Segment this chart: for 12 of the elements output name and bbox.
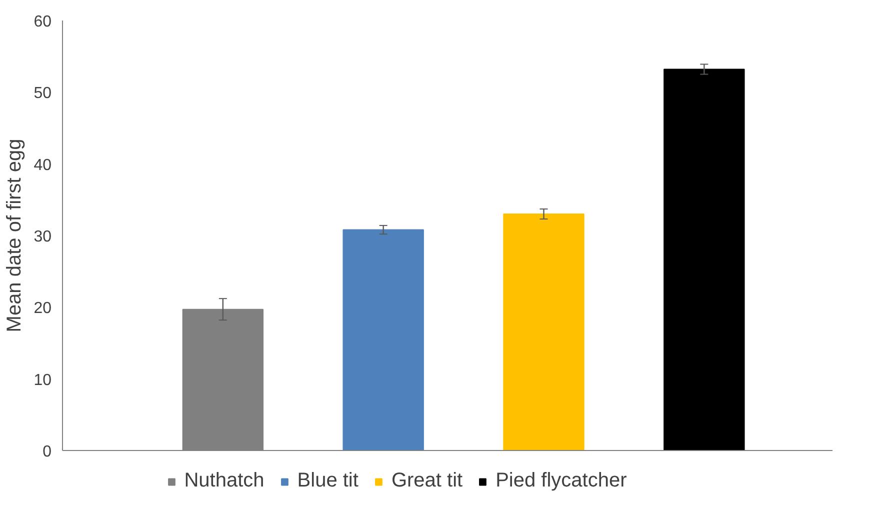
y-tick-label: 0 <box>42 444 52 460</box>
y-tick-label: 40 <box>34 156 52 174</box>
y-tick-label: 50 <box>34 85 52 102</box>
y-tick-label: 10 <box>34 372 52 389</box>
y-tick-label: 20 <box>34 300 52 318</box>
legend-label: Pied flycatcher <box>496 470 627 492</box>
y-axis-title: Mean date of first egg <box>4 138 26 332</box>
y-tick-label: 30 <box>34 228 52 246</box>
y-tick-label: 60 <box>34 14 52 30</box>
legend-label: Blue tit <box>297 470 358 492</box>
legend-label: Great tit <box>391 470 463 492</box>
legend-label: Nuthatch <box>184 470 264 492</box>
